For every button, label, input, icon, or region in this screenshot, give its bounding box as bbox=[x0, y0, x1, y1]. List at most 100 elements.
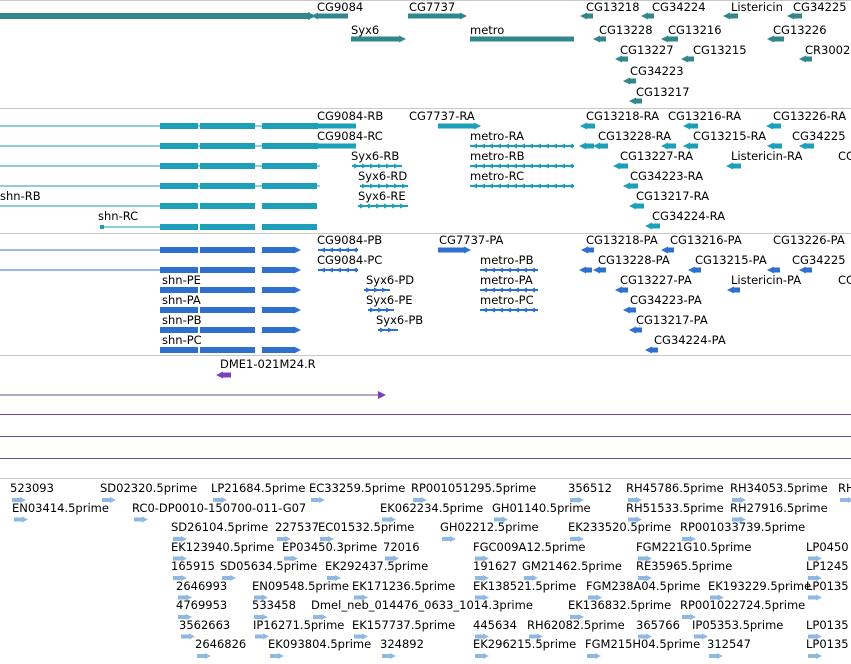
protein-metro-pc-tick[interactable] bbox=[530, 307, 535, 313]
est-label[interactable]: 2646826 bbox=[195, 637, 247, 651]
protein-exon[interactable] bbox=[160, 327, 198, 333]
transcript-syx6-rb-tick[interactable] bbox=[378, 163, 383, 169]
est-label[interactable]: IP16271.5prime bbox=[253, 617, 345, 632]
protein-exon[interactable] bbox=[160, 247, 198, 253]
protein-label[interactable]: CG13215-PA bbox=[695, 253, 767, 267]
gene-span-cg13218[interactable] bbox=[587, 13, 593, 19]
est-label[interactable]: GH02212.5prime bbox=[440, 520, 539, 534]
est-feature-arrow[interactable] bbox=[390, 516, 396, 523]
est-label[interactable]: RH34053.5prime bbox=[730, 481, 828, 495]
est-feature-arrow[interactable] bbox=[221, 497, 227, 503]
protein-exon[interactable] bbox=[160, 267, 198, 273]
est-feature-arrow[interactable] bbox=[393, 555, 399, 562]
est-feature-arrow[interactable] bbox=[263, 633, 269, 640]
est-feature-arrow[interactable] bbox=[205, 653, 211, 659]
protein-metro-pa-tick[interactable] bbox=[522, 287, 527, 293]
transcript-small-arrow[interactable] bbox=[580, 122, 587, 130]
gene-span-cr30025[interactable] bbox=[806, 56, 812, 62]
gene-label[interactable]: CG9084 bbox=[317, 0, 364, 14]
protein-cg9084-pc-tick[interactable] bbox=[352, 267, 357, 273]
transcript-syx6-rb-tick[interactable] bbox=[386, 163, 391, 169]
gene-span-cg13216[interactable] bbox=[668, 36, 678, 42]
gene-label[interactable]: CG13216 bbox=[668, 23, 722, 37]
protein-exon[interactable] bbox=[200, 287, 255, 293]
protein-end[interactable] bbox=[294, 346, 301, 354]
est-label[interactable]: RH bbox=[838, 481, 851, 495]
protein-exon[interactable] bbox=[160, 347, 198, 353]
protein-exon[interactable] bbox=[200, 247, 255, 253]
est-feature[interactable] bbox=[588, 595, 596, 600]
protein-metro-pb-tick[interactable] bbox=[490, 267, 495, 273]
gene-span-shn[interactable] bbox=[0, 13, 308, 19]
est-feature[interactable] bbox=[475, 556, 483, 561]
est-feature[interactable] bbox=[14, 517, 22, 522]
est-feature[interactable] bbox=[254, 595, 262, 600]
est-feature[interactable] bbox=[524, 576, 532, 580]
gene-label[interactable]: CR30025 bbox=[805, 43, 851, 57]
est-label[interactable]: SD05634.5prime bbox=[220, 559, 318, 573]
protein-small[interactable] bbox=[734, 287, 740, 293]
transcript-cg9084-rc-arrow[interactable] bbox=[311, 142, 318, 150]
protein-metro-pc-tick[interactable] bbox=[522, 307, 527, 313]
est-label[interactable]: EK138521.5prime bbox=[473, 578, 577, 593]
est-feature-arrow[interactable] bbox=[537, 633, 543, 640]
est-label[interactable]: LP0135 bbox=[806, 637, 849, 651]
est-feature[interactable] bbox=[311, 498, 319, 502]
est-feature[interactable] bbox=[382, 654, 390, 658]
est-label[interactable]: LP0135 bbox=[806, 578, 849, 593]
protein-small[interactable] bbox=[636, 327, 642, 333]
protein-metro-pa-tick[interactable] bbox=[490, 287, 495, 293]
est-label[interactable]: RH62082.5prime bbox=[527, 617, 625, 632]
protein-label[interactable]: Syx6-PB bbox=[376, 313, 424, 327]
est-feature[interactable] bbox=[570, 537, 578, 541]
protein-small[interactable] bbox=[600, 267, 606, 273]
protein-metro-pc-tick[interactable] bbox=[514, 307, 519, 313]
transcript-label[interactable]: CG13218-RA bbox=[586, 109, 660, 123]
protein-label[interactable]: metro-PC bbox=[480, 293, 534, 307]
est-feature-arrow[interactable] bbox=[142, 516, 148, 523]
protein-label[interactable]: shn-PE bbox=[162, 273, 201, 287]
transcript-exon[interactable] bbox=[160, 143, 198, 149]
est-feature[interactable] bbox=[327, 576, 335, 580]
transcript-exon[interactable] bbox=[160, 203, 198, 209]
protein-label[interactable]: CG13226-PA bbox=[773, 233, 845, 247]
gene-label[interactable]: CG13227 bbox=[620, 43, 674, 57]
protein-exon[interactable] bbox=[262, 267, 294, 273]
est-feature[interactable] bbox=[732, 498, 740, 502]
est-feature-arrow[interactable] bbox=[362, 633, 368, 640]
transcript-small-arrow[interactable] bbox=[766, 122, 773, 130]
gene-span-cg34224[interactable] bbox=[648, 13, 654, 19]
est-feature-arrow[interactable] bbox=[278, 653, 284, 659]
gene-span-cg13216-arrow[interactable] bbox=[661, 35, 668, 43]
transcript-exon[interactable] bbox=[200, 224, 255, 230]
est-feature[interactable] bbox=[134, 517, 142, 522]
transcript-exon[interactable] bbox=[160, 183, 198, 189]
est-feature[interactable] bbox=[173, 556, 181, 561]
gene-span-syx6[interactable] bbox=[351, 36, 399, 42]
est-feature-arrow[interactable] bbox=[181, 555, 187, 562]
transcript-label[interactable]: metro-RC bbox=[470, 169, 525, 183]
est-label[interactable]: EK292437.5prime bbox=[325, 559, 429, 573]
est-feature[interactable] bbox=[475, 595, 483, 600]
transcript-label[interactable]: CG9084-RC bbox=[317, 129, 383, 143]
transcript-exon[interactable] bbox=[160, 123, 198, 129]
transcript-small[interactable] bbox=[636, 203, 644, 209]
est-feature-arrow[interactable] bbox=[362, 594, 368, 601]
protein-syx6-pe-tick[interactable] bbox=[386, 307, 391, 313]
protein-label[interactable]: Syx6-PD bbox=[366, 273, 415, 287]
est-label[interactable]: RP001051295.5prime bbox=[411, 481, 537, 495]
gene-span-cg34224-arrow[interactable] bbox=[641, 12, 648, 20]
transcript-syx6-rb-tick[interactable] bbox=[394, 163, 399, 169]
protein-label[interactable]: Syx6-PE bbox=[366, 293, 413, 307]
protein-label[interactable]: CG13217-PA bbox=[636, 313, 708, 327]
est-feature[interactable] bbox=[840, 498, 848, 502]
est-feature-arrow[interactable] bbox=[702, 633, 708, 640]
est-feature-arrow[interactable] bbox=[578, 536, 584, 542]
gene-label[interactable]: CG34223 bbox=[630, 64, 684, 78]
transcript-exon[interactable] bbox=[262, 163, 317, 169]
protein-small-arrow[interactable] bbox=[615, 286, 622, 294]
transcript-exon[interactable] bbox=[305, 203, 317, 209]
protein-label[interactable]: Listericin-PA bbox=[731, 273, 802, 287]
transcript-exon[interactable] bbox=[305, 224, 317, 230]
protein-syx6-pb-tick[interactable] bbox=[380, 327, 385, 333]
